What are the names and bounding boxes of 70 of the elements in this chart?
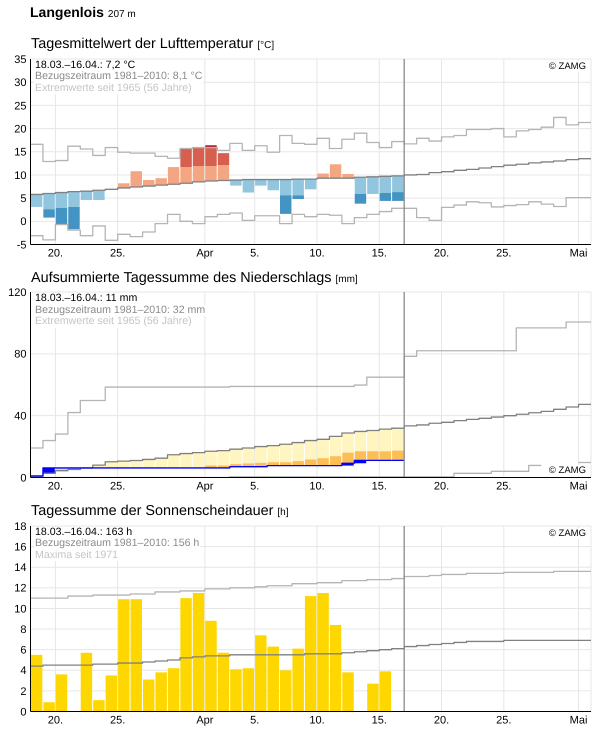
x-tick-label: 20. (48, 480, 64, 492)
x-tick-label: 20. (434, 714, 450, 726)
x-tick-label: Mai (570, 480, 588, 492)
y-tick-label: 0 (20, 472, 26, 484)
x-tick-label: 25. (110, 246, 126, 259)
x-tick-label: Apr (196, 714, 214, 726)
x-tick-label: 5. (250, 480, 260, 492)
y-tick-label: 10 (14, 602, 26, 615)
x-tick-label: Mai (570, 714, 588, 726)
annotation: 18.03.–16.04.: 163 h (34, 526, 134, 538)
y-tick-label: 18 (14, 520, 26, 532)
y-tick-label: 16 (14, 541, 26, 554)
text: Langenlois (30, 4, 104, 20)
y-tick-label: 8 (20, 623, 26, 636)
annotation: © ZAMG (548, 60, 587, 72)
y-tick-label: 40 (14, 410, 26, 423)
y-tick-label: 35 (14, 53, 26, 66)
annotation: Extremwerte seit 1965 (56 Jahre) (34, 315, 193, 328)
annotation: Bezugszeitraum 1981–2010: 156 h (34, 537, 200, 550)
chart-title: Tagessumme der Sonnenscheindauer (31, 503, 274, 519)
x-tick-label: 25. (110, 714, 126, 726)
annotation: Extremwerte seit 1965 (56 Jahre) (34, 82, 193, 94)
y-tick-label: 2 (20, 685, 26, 698)
y-tick-label: 5 (20, 192, 26, 205)
x-tick-label: 15. (372, 480, 387, 492)
y-axis-title: [h] (277, 507, 289, 518)
x-tick-label: 25. (496, 246, 512, 259)
x-tick-label: 20. (434, 480, 450, 492)
annotation: © ZAMG (548, 528, 587, 538)
y-tick-label: 20 (14, 122, 26, 135)
x-tick-label: 5. (250, 246, 260, 259)
annotation: Maxima seit 1971 (34, 548, 120, 561)
y-tick-label: 6 (20, 644, 26, 656)
y-tick-label: 14 (14, 562, 26, 574)
x-tick-label: 5. (250, 714, 260, 726)
annotation: Bezugszeitraum 1981–2010: 32 mm (34, 304, 206, 316)
y-tick-label: 12 (14, 582, 26, 594)
x-tick-label: 25. (110, 480, 126, 492)
x-tick-label: 25. (496, 480, 512, 492)
y-tick-label: 0 (20, 216, 26, 228)
x-tick-label: 20. (48, 246, 64, 259)
y-tick-label: 0 (20, 706, 26, 718)
x-tick-label: 10. (309, 714, 325, 726)
annotation: © ZAMG (548, 464, 587, 476)
y-tick-label: 4 (20, 664, 26, 677)
x-tick-label: Mai (570, 246, 588, 259)
y-tick-label: -5 (16, 238, 26, 251)
x-tick-label: 20. (48, 714, 64, 726)
x-tick-label: 15. (372, 246, 387, 259)
y-axis-title: [°C] (257, 40, 274, 51)
y-tick-label: 15 (14, 146, 26, 158)
x-tick-label: Apr (196, 246, 214, 259)
x-tick-label: Apr (196, 480, 214, 492)
chart-title: Aufsummierte Tagessumme des Niederschlags (31, 270, 332, 286)
y-tick-label: 80 (14, 348, 26, 361)
annotation: Bezugszeitraum 1981–2010: 8,1 °C (34, 70, 204, 82)
x-tick-label: 10. (309, 480, 325, 492)
x-tick-label: 25. (496, 714, 512, 726)
y-tick-label: 30 (14, 76, 26, 89)
x-tick-label: 20. (434, 246, 450, 259)
annotation: 18.03.–16.04.: 11 mm (34, 292, 138, 304)
x-tick-label: 10. (309, 246, 325, 259)
y-tick-label: 25 (14, 100, 26, 112)
y-tick-label: 120 (8, 286, 26, 299)
x-tick-label: 15. (372, 714, 387, 726)
chart-title: Tagesmittelwert der Lufttemperatur (31, 36, 254, 52)
y-axis-title: [mm] (335, 274, 358, 284)
annotation: 18.03.–16.04.: 7,2 °C (34, 58, 136, 71)
y-tick-label: 10 (14, 169, 26, 182)
text: 207 m (108, 9, 136, 20)
